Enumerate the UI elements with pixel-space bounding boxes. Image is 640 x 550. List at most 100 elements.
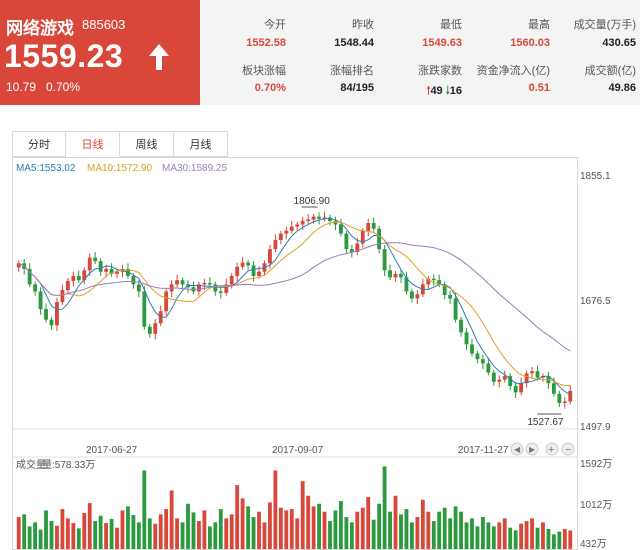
volume-bar [38,529,43,549]
candle-body [491,372,496,382]
candle-body [98,261,103,272]
volume-bar [16,517,21,549]
volume-bar [322,511,327,549]
volume-bar [76,528,81,549]
candle-body [339,224,343,234]
volume-bar [404,509,409,549]
volume-bar [480,517,485,549]
candle-body [153,323,158,334]
volume-bar [273,470,278,549]
candle-body [65,280,70,291]
volume-bar [257,511,261,549]
zoom-in-button[interactable] [545,442,559,456]
quote-panel: 网络游戏 885603 1559.23 10.79 0.70% [0,0,200,105]
volume-bar [486,522,491,549]
volume-bar [437,511,442,549]
annotations-layer: 1806.90 1527.67 [294,196,564,428]
volume-bar [300,481,305,549]
candle-body [551,383,556,394]
candle-body [371,223,376,229]
candle-body [229,275,234,285]
volume-bar [502,518,507,549]
ma30-legend: MA30:1589.25 [162,163,227,174]
candle-body [475,353,480,360]
scroll-left-button[interactable] [510,442,524,456]
volume-bar [22,514,27,549]
tab-monthly[interactable]: 月线 [174,131,228,157]
stat-value-low: 1549.63 [422,37,462,49]
stat-label-volume: 成交量(万手) [573,19,636,31]
tab-daily[interactable]: 日线 [66,131,120,157]
candle-body [218,291,223,293]
candle-body [366,223,371,231]
candle-body [399,273,403,278]
tab-intraday[interactable]: 分时 [12,131,66,157]
candle-body [289,226,294,231]
candle-body [44,309,48,320]
volume-bar [197,521,201,549]
volume-bar [382,466,387,549]
zoom-out-button[interactable] [561,442,575,456]
volume-bar [246,506,250,549]
stat-label-sector-gain: 板块涨幅 [242,65,286,77]
volume-bar [284,510,289,549]
candle-body [235,266,240,276]
volume-bar [377,503,382,549]
candle-body [197,284,201,292]
current-price: 1559.23 [4,38,124,74]
candle-body [355,243,360,252]
volume-bar [399,514,403,549]
candle-body [437,280,442,285]
candle-body [344,233,349,250]
candle-body [431,278,436,281]
scroll-right-icon: ▶ [529,445,536,454]
volume-tick-high: 1592万 [580,459,612,470]
volume-bar [475,526,480,549]
date-tick-3: 2017-11-27 [458,445,509,456]
ma5-legend: MA5:1553.02 [16,163,76,174]
stat-value-rank: 84/195 [340,82,374,94]
volume-bars-layer [16,466,573,549]
candle-body [33,284,38,292]
volume-bar [207,526,212,549]
volume-bar [27,526,32,549]
candle-body [415,294,420,299]
ma-lines-layer [18,218,571,395]
volume-bar [366,497,371,549]
volume-bar [491,526,496,549]
stat-value-adv-dec: 🠑49 🠓16 [382,82,462,101]
candle-body [562,401,567,403]
candle-body [409,291,414,299]
price-tick-low: 1497.9 [580,422,611,433]
candle-body [502,376,507,380]
candle-body [257,271,261,276]
stats-panel: 今开 1552.58 昨收 1548.44 最低 1549.63 最高 1560… [200,0,640,105]
candle-body [164,291,169,312]
volume-bar [448,518,453,549]
volume-bar [240,498,245,549]
candle-body [16,263,21,268]
period-tabs: 分时 日线 周线 月线 [12,131,228,157]
candle-body [333,220,338,225]
stat-value-volume: 430.65 [602,37,636,49]
stat-label-net-inflow: 资金净流入(亿) [476,65,550,77]
tab-weekly[interactable]: 周线 [120,131,174,157]
volume-bar [235,485,240,549]
volume-bar [120,510,125,549]
candle-body [448,295,453,299]
volume-bar [218,509,223,549]
volume-bar [87,503,92,549]
candle-body [426,278,431,285]
volume-bar [82,513,87,549]
candle-body [115,271,119,274]
low-annotation: 1527.67 [527,417,564,428]
chart-frame [12,157,578,550]
price-change-pct: 0.70% [46,80,81,94]
scroll-right-button[interactable] [525,442,539,456]
candle-body [202,283,207,285]
candle-body [180,280,185,285]
volume-bar [147,518,152,549]
stat-label-prev-close: 昨收 [352,19,374,31]
volume-bar [180,522,185,549]
volume-bar [136,522,141,549]
